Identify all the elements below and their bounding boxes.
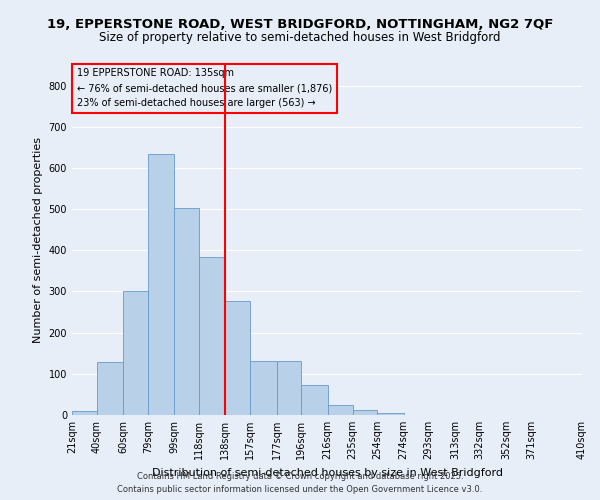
Bar	[250, 362, 277, 415]
Bar	[199, 258, 226, 415]
Bar	[226, 300, 250, 415]
Bar	[328, 404, 353, 415]
Text: 19 EPPERSTONE ROAD: 135sqm
← 76% of semi-detached houses are smaller (1,876)
23%: 19 EPPERSTONE ROAD: 135sqm ← 76% of semi…	[77, 68, 332, 108]
Bar	[174, 208, 199, 415]
Bar	[72, 411, 97, 415]
Text: 19, EPPERSTONE ROAD, WEST BRIDGFORD, NOTTINGHAM, NG2 7QF: 19, EPPERSTONE ROAD, WEST BRIDGFORD, NOT…	[47, 18, 553, 30]
Bar	[301, 385, 328, 415]
Text: Contains HM Land Registry data © Crown copyright and database right 2025.
Contai: Contains HM Land Registry data © Crown c…	[118, 472, 482, 494]
Bar	[123, 290, 148, 415]
Bar	[97, 362, 123, 415]
Bar	[277, 362, 301, 415]
Y-axis label: Number of semi-detached properties: Number of semi-detached properties	[33, 137, 43, 343]
Text: Size of property relative to semi-detached houses in West Bridgford: Size of property relative to semi-detach…	[99, 31, 501, 44]
Bar	[353, 410, 377, 415]
Bar	[377, 413, 404, 415]
Bar	[148, 154, 174, 415]
X-axis label: Distribution of semi-detached houses by size in West Bridgford: Distribution of semi-detached houses by …	[151, 468, 503, 477]
